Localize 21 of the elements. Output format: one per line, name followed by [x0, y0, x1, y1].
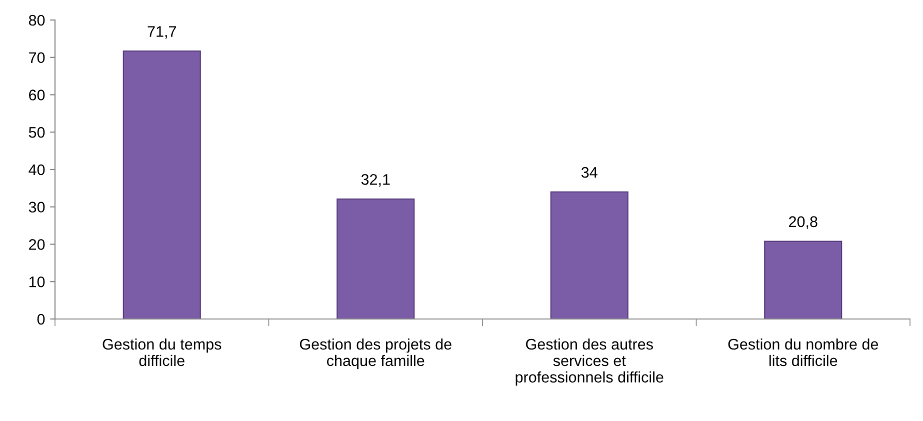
- y-tick-label: 60: [29, 90, 45, 100]
- bar: [336, 198, 415, 319]
- y-tick-label: 50: [28, 126, 45, 138]
- y-tick-label: 10: [29, 276, 45, 288]
- y-tick-label: 30: [28, 202, 45, 213]
- x-tick-label: Gestion du nombre de lits difficile: [728, 338, 878, 366]
- y-tick-label: 70: [29, 52, 45, 64]
- bar: [764, 240, 842, 319]
- y-tick-label: 20: [29, 239, 45, 250]
- data-label: 32,1: [361, 174, 390, 187]
- y-tick-label: 40: [28, 164, 45, 176]
- x-tick-label: Gestion du temps difficile: [102, 338, 222, 366]
- x-tick-label: Gestion des projets de chaque famille: [300, 338, 452, 370]
- x-tick-label: Gestion des autres services et professionnels difficile: [516, 338, 664, 386]
- data-label: 71,7: [148, 26, 176, 39]
- y-tick-label: 80: [28, 14, 45, 26]
- data-label: 34: [581, 166, 598, 178]
- bar: [122, 50, 201, 319]
- y-tick-label: 0: [37, 314, 45, 325]
- bar: [550, 191, 628, 319]
- data-label: 20,8: [789, 216, 818, 229]
